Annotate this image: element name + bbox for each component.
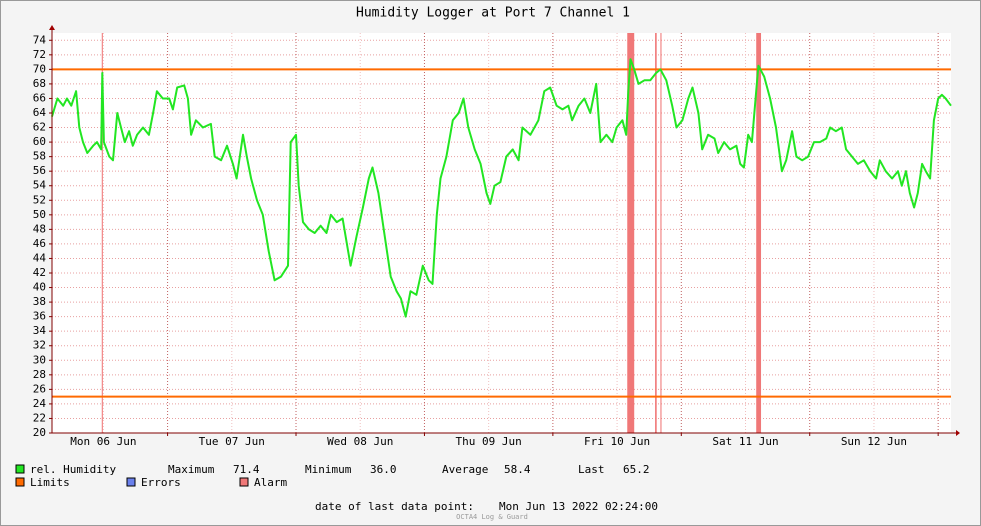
legend-label: Alarm — [254, 476, 287, 489]
y-tick-label: 44 — [33, 251, 47, 264]
stat-label: Last — [578, 463, 605, 476]
y-tick-label: 52 — [33, 193, 46, 206]
stat-value: 58.4 — [504, 463, 531, 476]
plot-area — [52, 33, 951, 433]
legend-swatch — [15, 477, 25, 487]
chart-title: Humidity Logger at Port 7 Channel 1 — [356, 6, 630, 21]
legend-label: Limits — [30, 476, 70, 489]
y-arrow — [49, 25, 55, 30]
y-tick-label: 66 — [33, 91, 46, 104]
y-tick-label: 64 — [33, 106, 47, 119]
y-tick-label: 30 — [33, 353, 46, 366]
grid — [52, 33, 951, 434]
y-tick-label: 22 — [33, 411, 46, 424]
legend-label: Errors — [141, 476, 181, 489]
x-tick-label: Thu 09 Jun — [456, 435, 522, 448]
y-tick-label: 68 — [33, 77, 46, 90]
stat-label: Maximum — [168, 463, 215, 476]
y-tick-label: 50 — [33, 208, 46, 221]
y-tick-label: 36 — [33, 310, 46, 323]
y-tick-label: 38 — [33, 295, 46, 308]
alarm-band — [101, 33, 103, 433]
y-tick-label: 58 — [33, 150, 46, 163]
footer-label: date of last data point: — [315, 500, 474, 513]
x-tick-label: Wed 08 Jun — [327, 435, 393, 448]
x-tick-label: Sun 12 Jun — [841, 435, 907, 448]
y-tick-label: 54 — [33, 179, 47, 192]
x-tick-label: Sat 11 Jun — [712, 435, 778, 448]
x-tick-label: Tue 07 Jun — [199, 435, 265, 448]
stat-label: Average — [442, 463, 488, 476]
legend-swatch — [126, 477, 136, 487]
data-line — [51, 58, 952, 318]
y-tick-label: 24 — [33, 397, 47, 410]
footer-value: Mon Jun 13 2022 02:24:00 — [499, 500, 658, 513]
x-tick-label: Mon 06 Jun — [70, 435, 136, 448]
y-tick-label: 72 — [33, 48, 46, 61]
y-tick-label: 56 — [33, 164, 46, 177]
legend-label: rel. Humidity — [30, 463, 116, 476]
alarm-band — [660, 33, 662, 433]
stat-value: 36.0 — [370, 463, 397, 476]
y-tick-label: 60 — [33, 135, 46, 148]
stat-value: 65.2 — [623, 463, 650, 476]
y-tick-label: 48 — [33, 222, 46, 235]
y-tick-label: 28 — [33, 368, 46, 381]
alarm-band — [756, 33, 762, 433]
x-arrow — [956, 430, 960, 436]
y-tick-label: 32 — [33, 339, 46, 352]
y-tick-label: 42 — [33, 266, 46, 279]
alarm-band — [655, 33, 657, 433]
legend-swatch — [15, 464, 25, 474]
y-tick-label: 20 — [33, 426, 46, 439]
y-tick-label: 34 — [33, 324, 47, 337]
y-tick-label: 40 — [33, 281, 46, 294]
x-tick-label: Fri 10 Jun — [584, 435, 650, 448]
watermark: OCTA4 Log & Guard — [456, 513, 528, 521]
stat-value: 71.4 — [233, 463, 260, 476]
y-tick-label: 74 — [33, 33, 47, 46]
legend-swatch — [239, 477, 249, 487]
y-tick-label: 46 — [33, 237, 46, 250]
alarm-band — [627, 33, 635, 433]
y-tick-label: 62 — [33, 121, 46, 134]
y-tick-label: 26 — [33, 382, 46, 395]
marks — [51, 33, 952, 433]
y-tick-label: 70 — [33, 62, 46, 75]
stat-label: Minimum — [305, 463, 352, 476]
